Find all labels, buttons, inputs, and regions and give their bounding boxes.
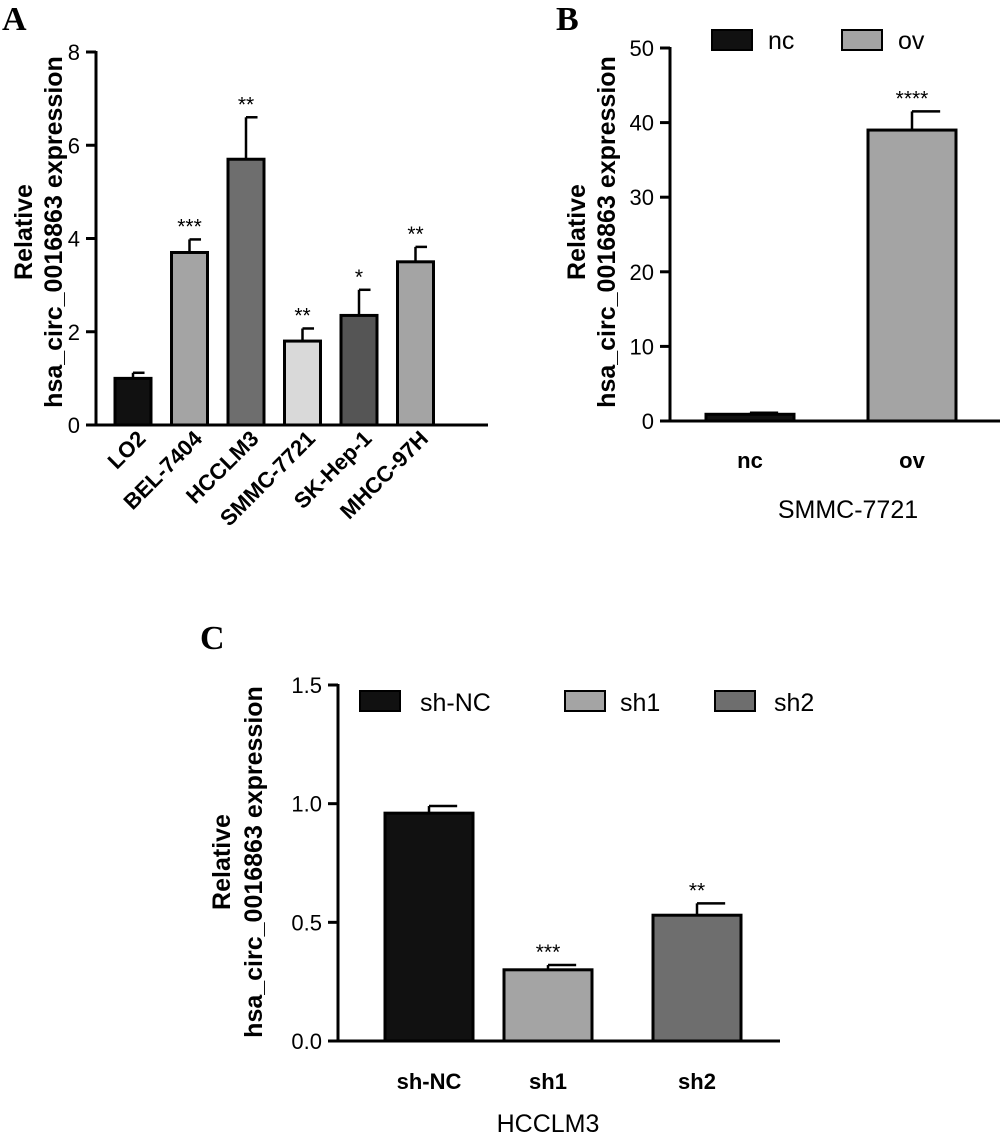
bar-hcclm3 <box>226 157 266 427</box>
panel-letter-a: A <box>2 1 27 38</box>
panel-b-y-tick-label: 20 <box>630 260 654 285</box>
panel-b-y-tick-label: 40 <box>630 111 654 136</box>
significance-hcclm3: ** <box>238 93 254 116</box>
panel-c-y-tick-label: 1.5 <box>291 673 322 698</box>
error-bar-sh-nc <box>427 804 458 814</box>
bar-sk-hep-1 <box>339 313 379 427</box>
significance-mhcc-97h: ** <box>407 223 423 246</box>
category-label-ov: ov <box>899 448 925 473</box>
category-label-nc: nc <box>737 448 763 473</box>
legend-swatch-sh2 <box>714 690 756 712</box>
bar-lo2 <box>113 376 153 427</box>
bar-sh2 <box>651 913 743 1043</box>
error-bar-smmc-7721 <box>301 327 315 342</box>
error-bar-sh2 <box>695 902 726 916</box>
panel-b-ylabel-line2: hsa_circ_0016863 expression <box>593 56 621 408</box>
panel-b: B Relative hsa_circ_0016863 expression n… <box>556 1 1000 524</box>
category-label-lo2: LO2 <box>103 426 151 474</box>
bar-sh1 <box>502 968 594 1043</box>
bar-bel-7404 <box>170 250 209 427</box>
error-bar-ov <box>910 110 941 131</box>
legend-swatch-nc <box>711 29 753 51</box>
panel-b-y-tick-label: 10 <box>630 334 654 359</box>
error-bar-hcclm3 <box>244 116 258 160</box>
significance-sh1: *** <box>536 941 561 964</box>
panel-b-y-tick-label: 50 <box>630 36 654 61</box>
error-bar-bel-7404 <box>188 238 202 253</box>
panel-b-group-label: SMMC-7721 <box>778 496 918 524</box>
significance-ov: **** <box>896 87 929 110</box>
panel-a-y-tick-label: 0 <box>68 413 80 438</box>
legend-label-ov: ov <box>898 27 925 55</box>
legend-label-sh2: sh2 <box>774 689 814 717</box>
panel-c-y-tick-label: 0.5 <box>291 910 322 935</box>
panel-c: C Relative hsa_circ_0016863 expression s… <box>200 620 814 1138</box>
category-label-sh1: sh1 <box>529 1069 567 1094</box>
panel-a-y-tick-label: 4 <box>68 227 80 252</box>
panel-a-ylabel-line2: hsa_circ_0016863 expression <box>40 56 68 408</box>
panel-a-y-tick-label: 6 <box>68 133 80 158</box>
panel-letter-b: B <box>556 1 579 38</box>
legend-label-nc: nc <box>768 27 794 55</box>
significance-sk-hep-1: * <box>355 266 363 289</box>
panel-c-legend: sh-NC sh1 sh2 <box>359 689 814 717</box>
panel-b-legend: nc ov <box>711 27 925 55</box>
error-bar-nc <box>748 411 779 415</box>
significance-sh2: ** <box>689 879 705 902</box>
panel-c-y-tick-label: 1.0 <box>291 792 322 817</box>
panel-a-ylabel-line1: Relative <box>10 184 38 280</box>
panel-letter-c: C <box>200 620 225 657</box>
legend-swatch-ov <box>841 29 883 51</box>
panel-c-y-tick-label: 0.0 <box>291 1029 322 1054</box>
panel-b-y-tick-label: 30 <box>630 185 654 210</box>
error-bar-sh1 <box>546 963 577 970</box>
error-bar-sk-hep-1 <box>357 288 371 316</box>
panel-a: A Relative hsa_circ_0016863 expression 0… <box>2 1 488 531</box>
bar-sh-nc <box>383 811 475 1043</box>
legend-swatch-sh-nc <box>359 690 401 712</box>
panel-c-ylabel-line2: hsa_circ_0016863 expression <box>240 686 268 1038</box>
panel-b-ylabel-line1: Relative <box>563 184 591 280</box>
error-bar-mhcc-97h <box>414 245 428 262</box>
legend-swatch-sh1 <box>564 690 606 712</box>
category-label-sh-nc: sh-NC <box>397 1069 462 1094</box>
significance-smmc-7721: ** <box>294 304 310 327</box>
legend-label-sh1: sh1 <box>620 689 660 717</box>
panel-c-ylabel-line1: Relative <box>208 814 236 910</box>
panel-b-y-tick-label: 0 <box>642 409 654 434</box>
bar-smmc-7721 <box>283 339 322 427</box>
error-bar-lo2 <box>131 371 145 379</box>
category-label-sh2: sh2 <box>678 1069 716 1094</box>
panel-a-y-tick-label: 8 <box>68 40 80 65</box>
bar-ov <box>866 128 958 423</box>
significance-bel-7404: *** <box>177 215 202 238</box>
panel-c-group-label: HCCLM3 <box>497 1110 600 1138</box>
bar-mhcc-97h <box>396 260 435 427</box>
panel-a-y-tick-label: 2 <box>68 320 80 345</box>
legend-label-sh-nc: sh-NC <box>420 689 491 717</box>
